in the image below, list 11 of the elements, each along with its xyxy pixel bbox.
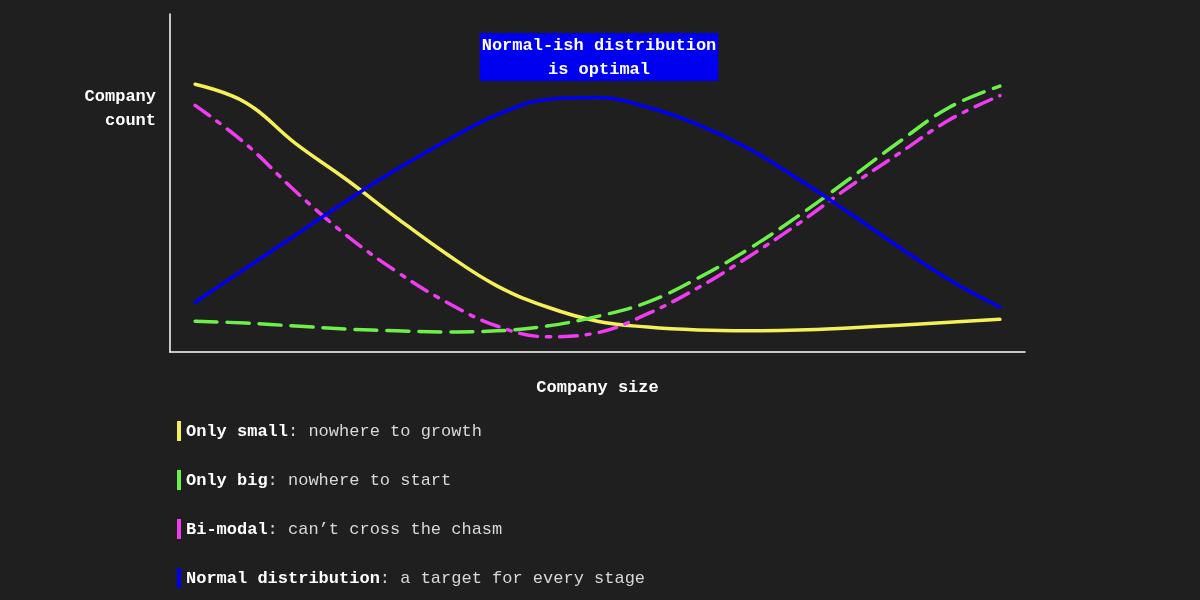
legend-label: Normal distribution	[186, 568, 380, 588]
legend-label: Only small	[186, 421, 289, 441]
text: : nowhere to growth	[288, 421, 482, 441]
y-axis-title: Company count	[84, 86, 156, 130]
text: : a target for every stage	[379, 568, 646, 588]
legend-label: Bi-modal	[186, 519, 268, 539]
legend-label: Only big	[186, 470, 268, 490]
text: : can’t cross the chasm	[267, 519, 503, 539]
x-axis-title: Company size	[536, 378, 659, 397]
chart-title: Normal-ish distribution is optimal	[481, 35, 717, 79]
text: : nowhere to start	[267, 470, 452, 490]
